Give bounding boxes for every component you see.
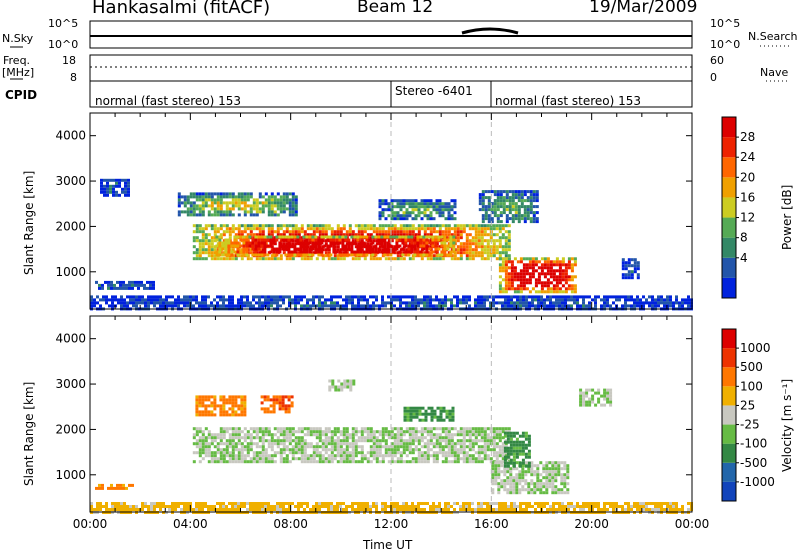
cpid-label: CPID [5,88,38,102]
velocity-echo-region [192,427,511,464]
power-echo-region [478,190,539,224]
velocity-colorbar-swatch [722,443,736,463]
velocity-echo-region [403,406,455,422]
nave-tick-high: 60 [710,54,724,67]
x-tick-label: 16:00 [474,517,509,531]
velocity-echo-region [328,379,356,392]
x-tick-label: 04:00 [173,517,208,531]
power-colorbar-tick-label: 16 [740,190,755,204]
velocity-ytick-label: 1000 [55,468,86,482]
x-tick-label: 00:00 [73,517,108,531]
power-colorbar-swatch [722,137,736,158]
velocity-ylabel: Slant Range [km] [22,381,36,486]
nave-tick-low: 0 [710,71,717,84]
date-title: 19/Mar/2009 [589,0,698,17]
power-colorbar-tick-label: 12 [740,211,755,225]
velocity-colorbar-swatch [722,481,736,501]
power-ytick-label: 1000 [55,265,86,279]
velocity-colorbar-tick-label: -500 [740,456,767,470]
power-colorbar-swatch [722,277,736,298]
cpid-segment-3: normal (fast stereo) 153 [495,94,642,108]
velocity-colorbar-swatch [722,348,736,368]
power-echo-region [378,199,457,221]
power-colorbar-tick-label: 24 [740,150,755,164]
velocity-echo-region [579,388,613,407]
power-ylabel: Slant Range [km] [22,170,36,275]
power-colorbar-swatch [722,177,736,198]
power-colorbar-label: Power [dB] [780,184,794,250]
velocity-colorbar-swatch [722,405,736,425]
velocity-colorbar: 1000 500 100 25 -25 -100 -500 -1000 [721,328,775,502]
power-colorbar-swatch [722,217,736,238]
x-tick-label: 12:00 [374,517,409,531]
nsky-bump [461,27,519,35]
velocity-colorbar-tick-label: 500 [740,360,763,374]
velocity-colorbar-swatch [722,424,736,444]
velocity-panel: 4000 3000 2000 1000 [55,315,693,514]
power-colorbar: 28 24 20 16 12 8 4 [721,116,755,299]
velocity-ytick-label: 2000 [55,422,86,436]
power-colorbar-tick-label: 4 [740,251,748,265]
freq-panel [89,54,693,82]
power-echo-region [95,280,155,290]
velocity-colorbar-frame [721,328,737,502]
power-colorbar-tick-label: 28 [740,130,755,144]
cpid-segment-1: normal (fast stereo) 153 [95,94,242,108]
power-echo-region [177,192,298,217]
power-colorbar-swatch [722,117,736,138]
nsky-label: N.Sky [2,32,34,45]
velocity-colorbar-tick-label: -100 [740,437,767,451]
velocity-colorbar-tick-label: -1000 [740,475,775,489]
x-axis-label: Time UT [363,538,413,552]
nsearch-tick-low: 10^0 [710,38,741,51]
station-title: Hankasalmi (fitACF) [92,0,271,18]
freq-label-1: Freq. [3,54,31,67]
beam-title: Beam 12 [357,0,434,17]
power-ytick-label: 2000 [55,219,86,233]
nave-label: Nave [760,66,789,79]
power-echo-region [498,257,577,294]
nsky-panel [89,20,693,49]
nsky-tick-high: 10^5 [48,17,79,30]
nsky-tick-low: 10^0 [48,38,79,51]
nsearch-label: N.Search [748,30,798,43]
velocity-colorbar-swatch [722,386,736,406]
power-ytick-label: 3000 [55,174,86,188]
freq-label-2: [MHz] [2,66,35,79]
power-echo-region [215,235,456,257]
x-tick-label: 00:00 [675,517,710,531]
x-tick-label: 08:00 [273,517,308,531]
velocity-echo-region [503,431,531,468]
velocity-colorbar-label: Velocity [m s⁻¹] [780,378,794,472]
cpid-segment-2: Stereo -6401 [395,84,473,98]
x-tick-label: 20:00 [574,517,609,531]
freq-tick-low: 8 [70,71,77,84]
power-ytick-label: 4000 [55,129,86,143]
velocity-colorbar-swatch [722,329,736,349]
power-colorbar-frame [721,116,737,299]
velocity-colorbar-tick-label: 25 [740,398,755,412]
power-echo-region [100,178,130,197]
velocity-colorbar-tick-label: 1000 [740,341,771,355]
power-colorbar-swatch [722,197,736,218]
power-colorbar-tick-label: 8 [740,231,748,245]
power-colorbar-swatch [722,237,736,258]
power-panel: 4000 3000 2000 1000 [55,112,693,311]
power-colorbar-swatch [722,257,736,278]
velocity-colorbar-swatch [722,462,736,482]
velocity-colorbar-tick-label: -25 [740,418,760,432]
power-colorbar-swatch [722,157,736,178]
velocity-echo-region [95,483,134,490]
power-echo-region [621,258,640,280]
nsearch-tick-high: 10^5 [710,17,741,30]
velocity-ytick-label: 4000 [55,332,86,346]
power-colorbar-tick-label: 20 [740,170,755,184]
velocity-colorbar-swatch [722,367,736,387]
velocity-colorbar-tick-label: 100 [740,379,763,393]
freq-tick-high: 18 [62,54,76,67]
velocity-echo-region [195,395,247,417]
velocity-echo-region [260,395,294,414]
velocity-ytick-label: 3000 [55,377,86,391]
